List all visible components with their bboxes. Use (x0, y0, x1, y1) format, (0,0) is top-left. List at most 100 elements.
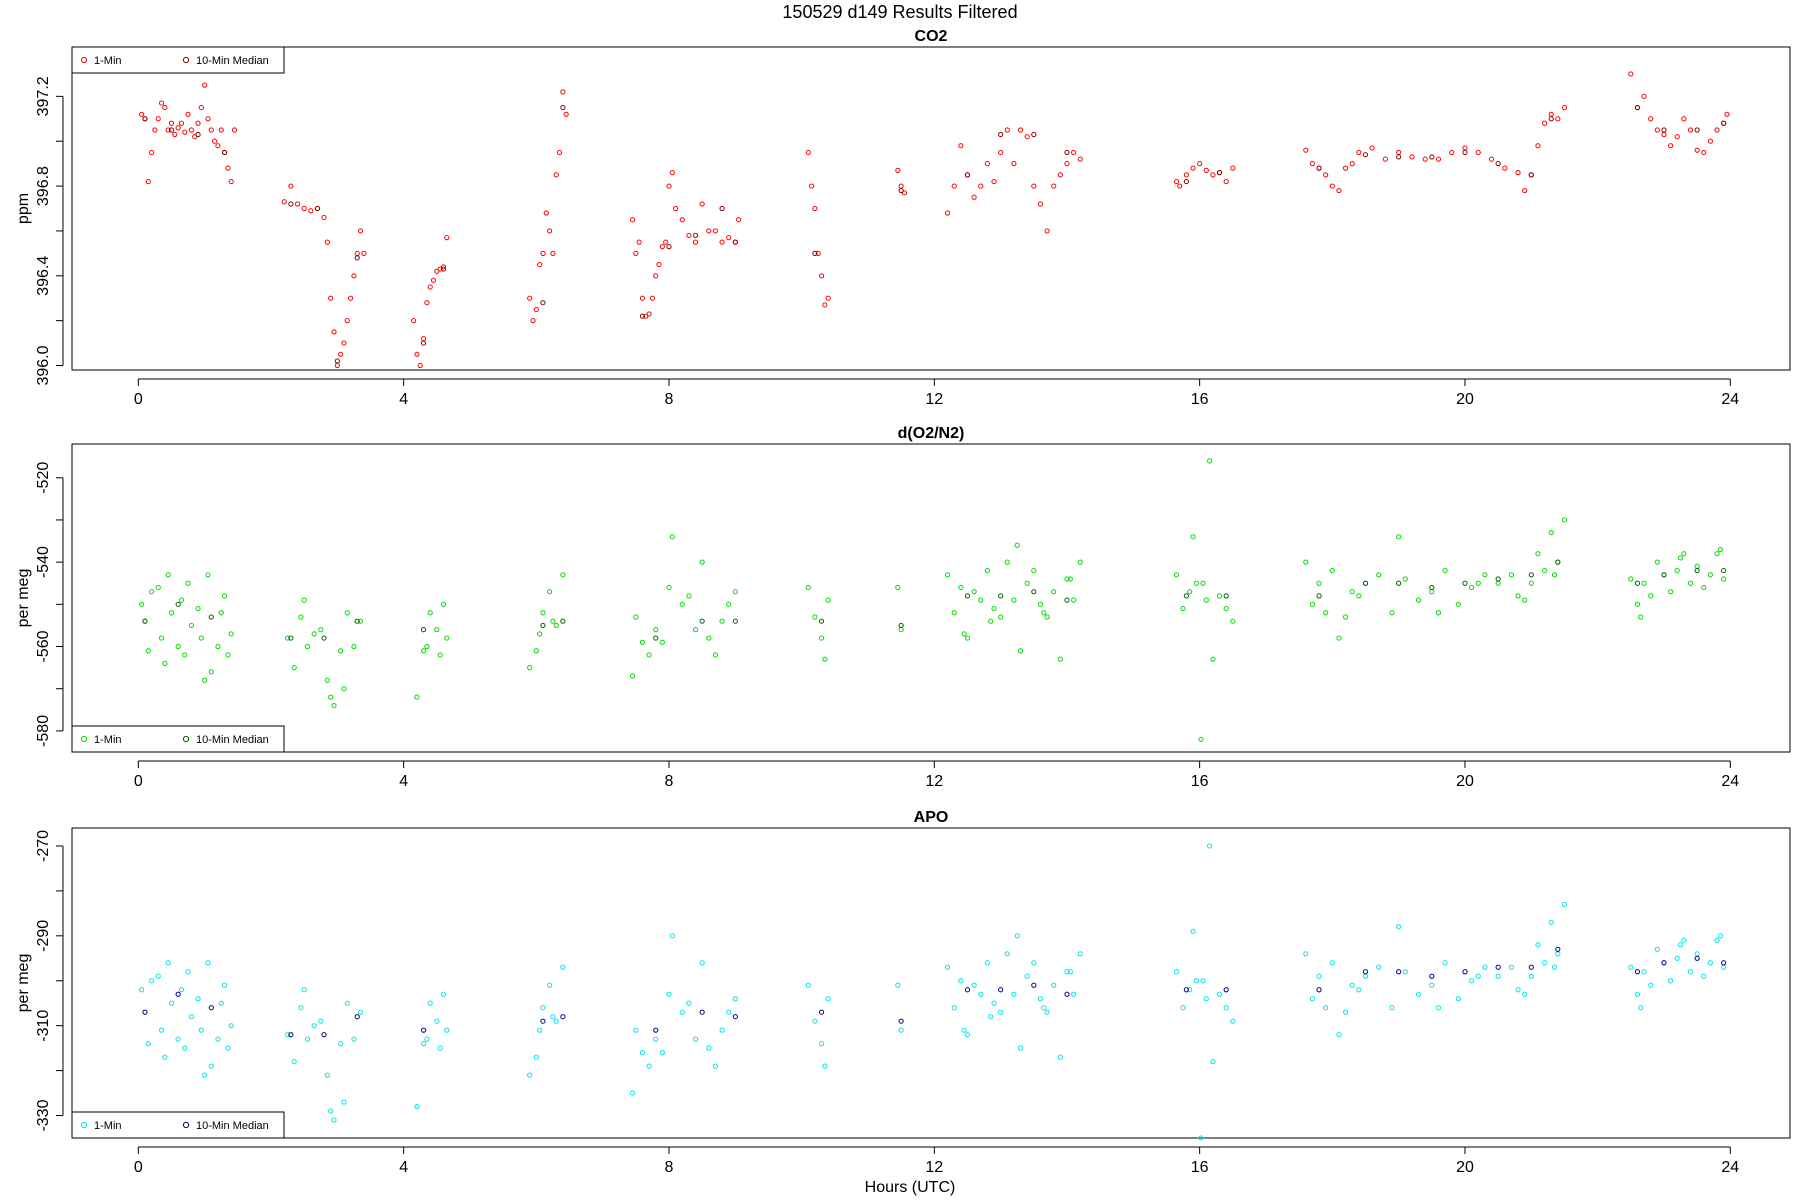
data-point (311, 1023, 317, 1029)
data-point (142, 618, 148, 624)
data-point (1508, 964, 1515, 970)
data-point (304, 1036, 311, 1042)
data-point (152, 127, 158, 133)
legend: 1-Min 10-Min Median (71, 46, 285, 74)
data-point (1342, 1009, 1349, 1015)
data-point (1415, 597, 1422, 603)
data-point (998, 1009, 1004, 1015)
data-point (420, 340, 427, 346)
data-point (1309, 996, 1316, 1002)
data-point (1435, 1005, 1442, 1011)
data-point (185, 969, 191, 975)
data-point (988, 618, 994, 624)
series-ten-min-median (142, 104, 1727, 364)
data-point (1223, 605, 1229, 612)
data-point (357, 228, 364, 234)
data-point (1555, 559, 1561, 565)
data-point (998, 987, 1004, 993)
data-point (553, 1018, 559, 1024)
data-point (1638, 614, 1644, 620)
data-point (168, 1000, 175, 1006)
data-point (225, 1045, 231, 1051)
data-point (437, 1045, 443, 1051)
data-point (1402, 576, 1408, 582)
data-point (420, 1041, 427, 1047)
data-point (1316, 165, 1322, 171)
data-point (1031, 183, 1037, 189)
data-point (560, 89, 566, 95)
data-point (1203, 167, 1209, 173)
data-point (1198, 1135, 1204, 1141)
data-point (1041, 1005, 1047, 1011)
data-point (818, 273, 825, 279)
data-point (334, 362, 340, 369)
data-point (1223, 987, 1229, 993)
data-point (540, 250, 546, 256)
data-point (732, 239, 738, 245)
data-point (1031, 982, 1037, 988)
data-point (666, 244, 672, 250)
data-point (1561, 104, 1568, 111)
data-point (1634, 969, 1641, 975)
data-point (328, 694, 334, 700)
data-point (1071, 991, 1077, 997)
data-point (324, 1072, 330, 1078)
data-point (706, 1045, 712, 1051)
data-point (1694, 127, 1700, 133)
data-point (1396, 154, 1402, 160)
data-point (1362, 973, 1369, 979)
data-point (1004, 127, 1010, 133)
x-tick-label: 8 (665, 391, 674, 408)
data-point (1495, 964, 1501, 970)
legend: 1-Min 10-Min Median (71, 1111, 285, 1139)
data-point (1230, 165, 1236, 171)
data-point (1077, 156, 1083, 162)
data-point (215, 643, 221, 650)
data-point (1561, 517, 1568, 523)
chart-title: CO2 (915, 28, 948, 45)
data-point (1369, 145, 1375, 151)
data-point (162, 104, 168, 111)
data-point (1316, 973, 1322, 979)
data-point (158, 635, 165, 641)
data-point (537, 261, 543, 268)
data-point (1356, 987, 1362, 993)
x-tick-label: 24 (1721, 1159, 1739, 1176)
panels: CO2 0 4 8 12 16 20 24 396.0 396.4 396.8 397.2 ppm 1-M… (15, 28, 1791, 1176)
x-tick-label: 16 (1191, 391, 1209, 408)
data-point (1724, 111, 1730, 117)
data-point (546, 982, 553, 988)
data-point (726, 601, 732, 607)
data-point (1701, 149, 1707, 156)
data-point (1396, 149, 1402, 156)
series-ten-min-median (142, 946, 1727, 1038)
chart-title: d(O2/N2) (898, 425, 965, 442)
data-point (311, 631, 317, 637)
y-tick-label: -580 (35, 715, 52, 747)
data-point (692, 1036, 699, 1042)
legend-box (71, 1111, 285, 1139)
data-point (1687, 580, 1694, 586)
data-point (659, 639, 665, 645)
data-point (1415, 991, 1422, 997)
data-point (560, 572, 566, 578)
data-point (1349, 589, 1355, 595)
data-point (338, 648, 344, 654)
data-point (971, 982, 977, 988)
data-point (414, 1103, 420, 1110)
data-point (656, 261, 662, 268)
data-point (1362, 969, 1369, 975)
data-point (1206, 458, 1213, 464)
data-point (1180, 1005, 1186, 1011)
data-point (1528, 580, 1534, 586)
data-point (1674, 567, 1680, 574)
data-point (1561, 901, 1568, 907)
data-point (533, 1054, 539, 1060)
data-point (553, 622, 559, 629)
data-point (988, 1014, 994, 1020)
data-point (1011, 991, 1017, 997)
data-point (162, 660, 168, 666)
data-point (951, 610, 957, 616)
data-point (812, 614, 818, 620)
data-point (148, 149, 155, 156)
